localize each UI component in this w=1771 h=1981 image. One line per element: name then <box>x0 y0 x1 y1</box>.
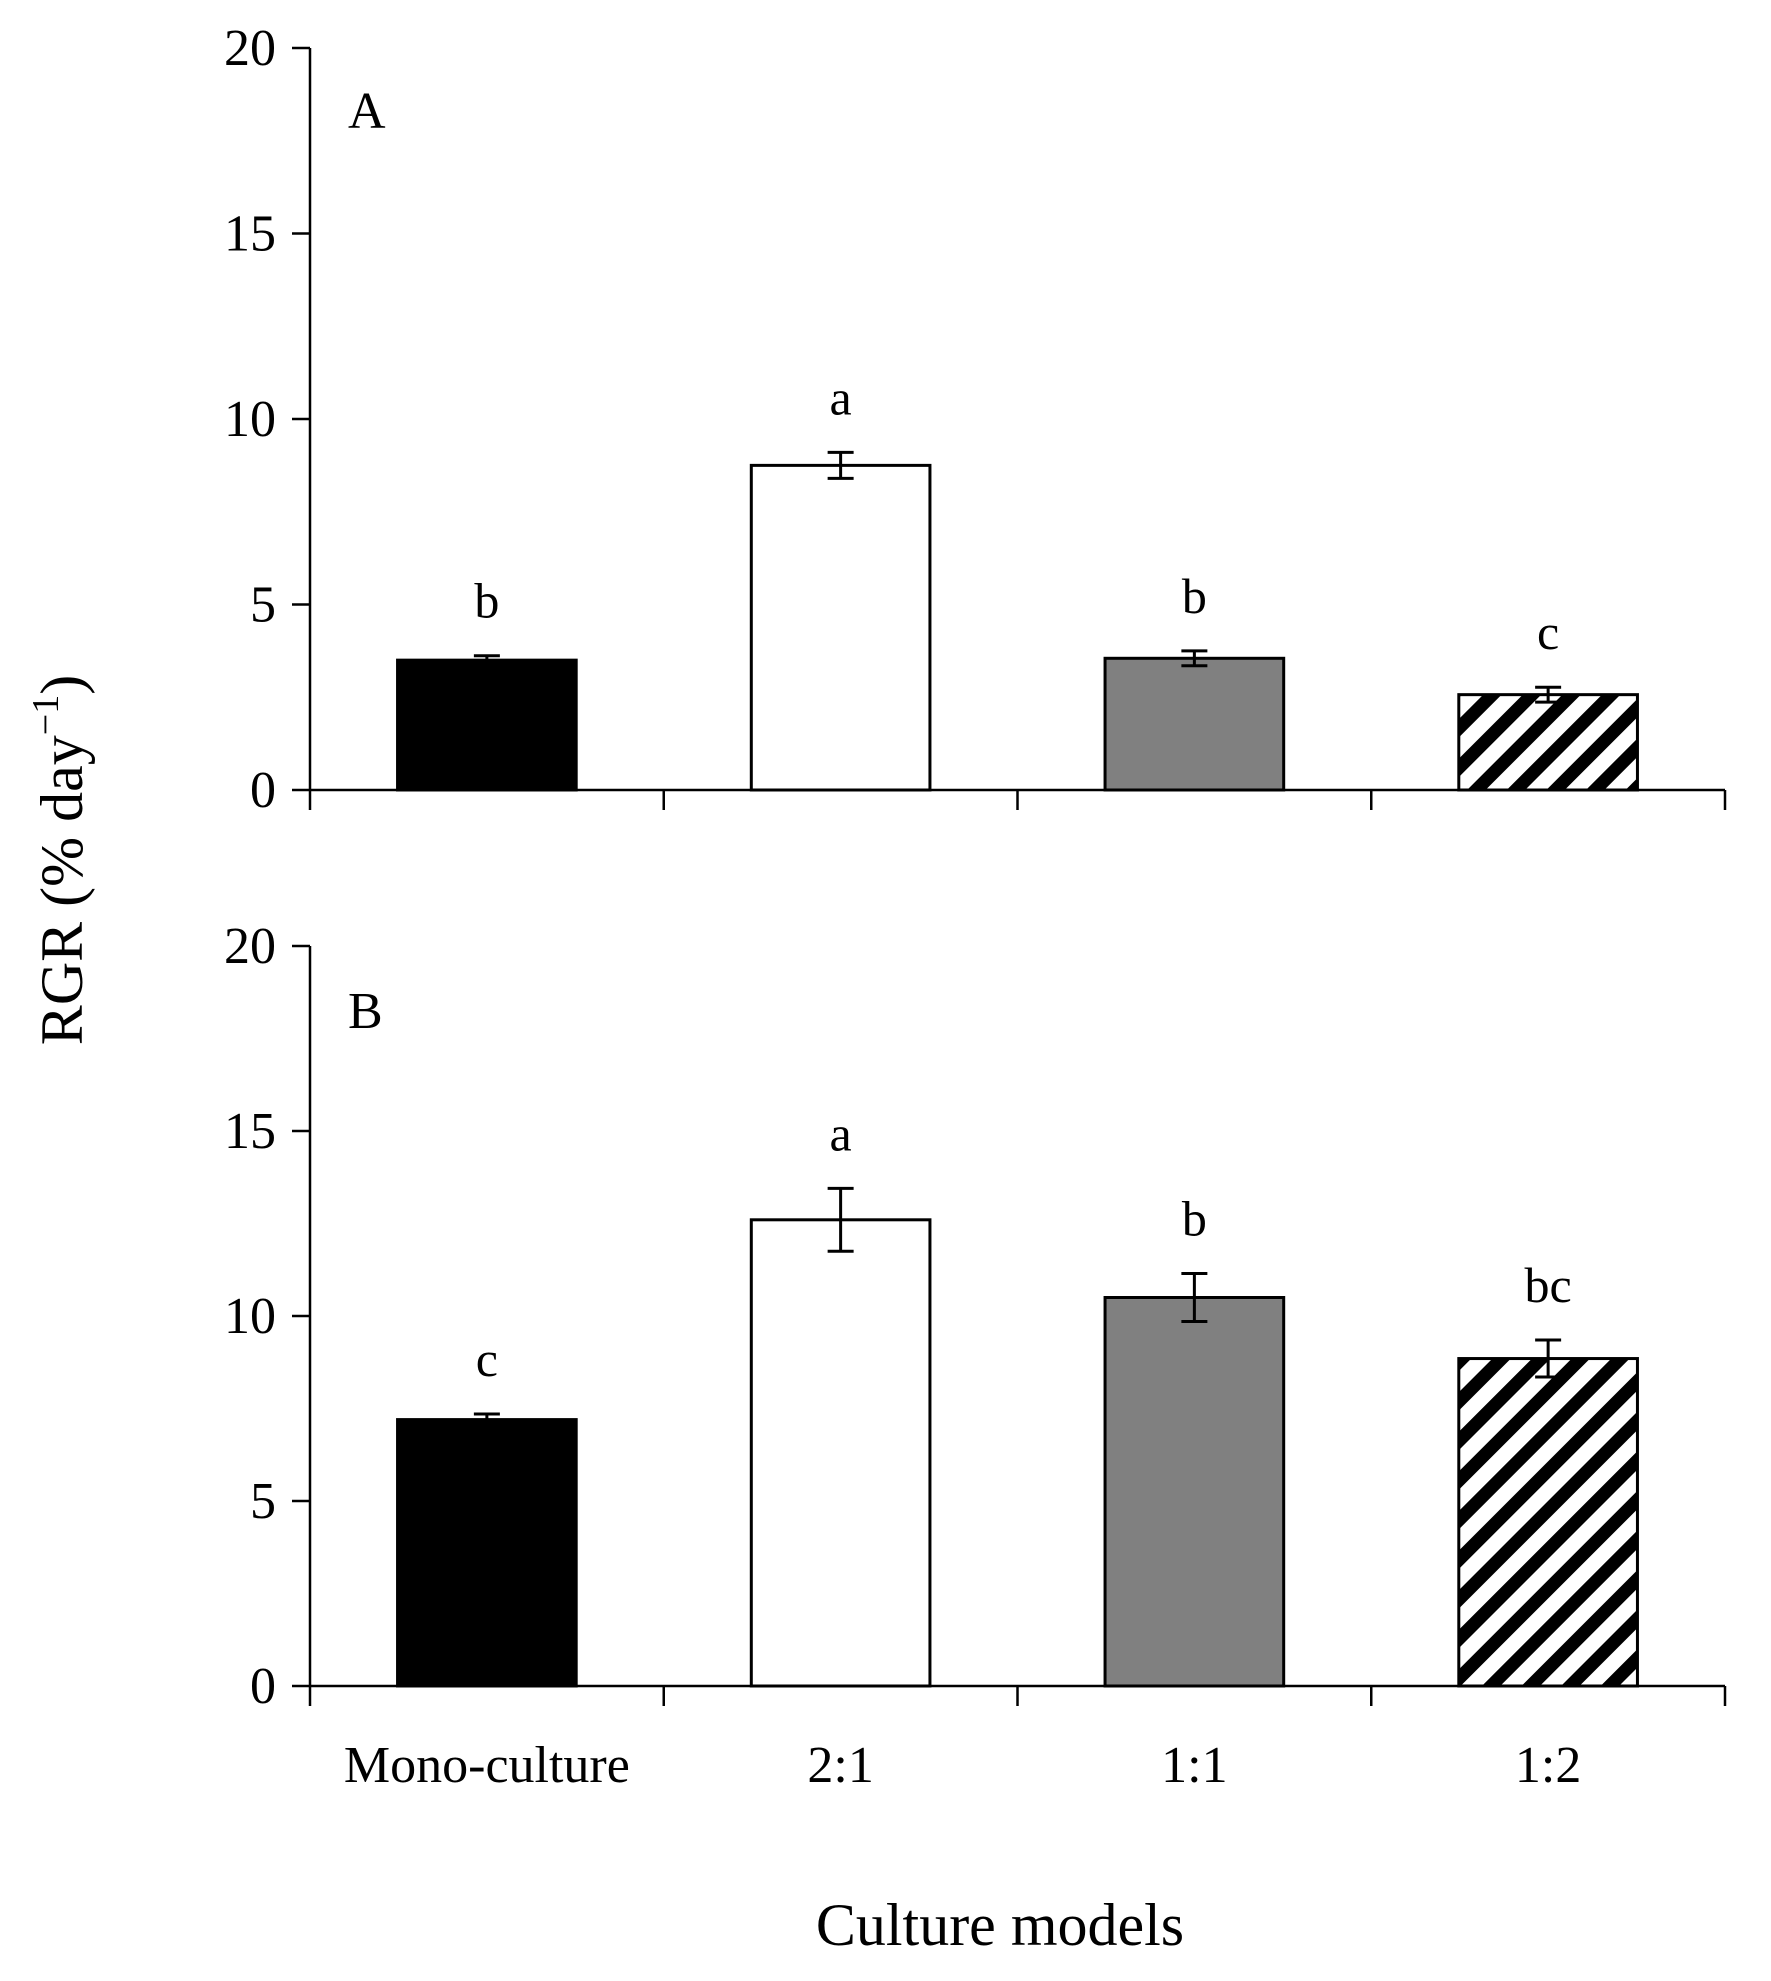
significance-label: b <box>1182 1190 1207 1246</box>
chart-panel-b: 0 5 10 15 20 Bc Mono-culture a 2:1 b 1:1 bc 1:2 <box>224 918 1727 1794</box>
y-tick-label: 0 <box>250 1658 276 1715</box>
error-bar <box>1535 1338 1562 1379</box>
significance-label: bc <box>1525 1257 1572 1313</box>
x-category-label: 2:1 <box>807 1737 873 1794</box>
bar-mono-culture <box>396 658 578 792</box>
x-category-label: 1:1 <box>1161 1737 1227 1794</box>
y-tick-label: 5 <box>250 1473 276 1530</box>
x-category-label: Mono-culture <box>344 1737 630 1794</box>
error-bar <box>473 1412 500 1427</box>
chart-panel-a: 0 5 10 15 20 Ab a b c <box>224 20 1727 819</box>
x-axis-title: Culture models <box>816 1892 1184 1958</box>
error-bar <box>827 450 854 480</box>
bar-1-1 <box>1103 656 1286 792</box>
y-tick-label: 20 <box>224 20 276 77</box>
significance-label: b <box>474 573 499 629</box>
y-tick-label: 10 <box>224 391 276 448</box>
y-tick-label: 20 <box>224 918 276 975</box>
bar-1-2 <box>1457 1357 1639 1688</box>
y-tick-label: 15 <box>224 1103 276 1160</box>
y-tick-label: 5 <box>250 577 276 634</box>
bar-1-2 <box>1457 693 1639 792</box>
panel-label: A <box>348 83 386 140</box>
error-bar <box>1181 1271 1208 1324</box>
y-axis-title: RGR (% day−1) <box>25 675 95 1045</box>
significance-label: c <box>1537 604 1559 660</box>
error-bar <box>473 654 500 667</box>
bar-1-1 <box>1103 1296 1286 1688</box>
y-tick-label: 0 <box>250 762 276 819</box>
bar-mono-culture <box>396 1418 578 1688</box>
error-bar <box>1181 649 1208 668</box>
x-category-label: 1:2 <box>1515 1737 1581 1794</box>
significance-label: a <box>830 369 852 425</box>
significance-label: b <box>1182 568 1207 624</box>
bar-2-1 <box>749 463 932 792</box>
y-tick-label: 15 <box>224 206 276 263</box>
y-tick-label: 10 <box>224 1288 276 1345</box>
panel-label: B <box>348 983 383 1040</box>
bar-2-1 <box>749 1218 932 1688</box>
significance-label: a <box>830 1105 852 1161</box>
chart-panels: 05101520Ababc05101520BcMono-culturea2:1b… <box>224 20 1727 1794</box>
error-bar <box>1535 685 1562 704</box>
error-bar <box>827 1186 854 1253</box>
significance-label: c <box>476 1331 498 1387</box>
